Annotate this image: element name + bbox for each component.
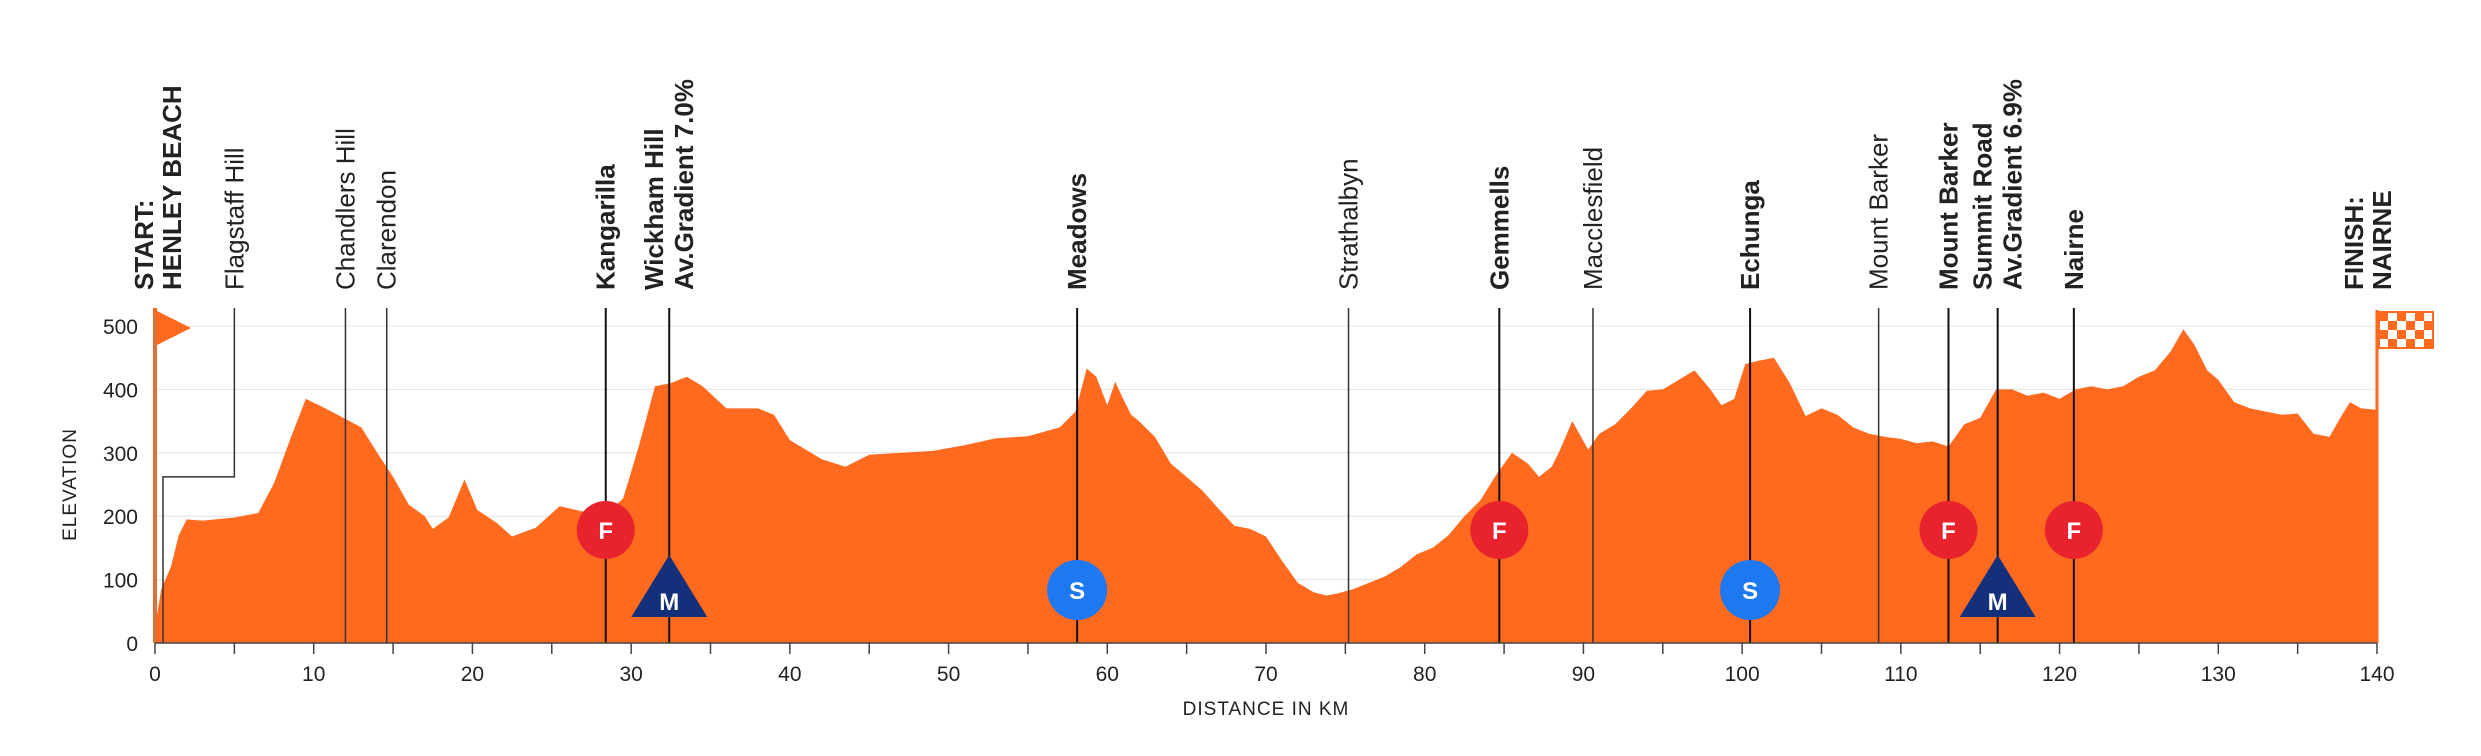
race-markers: F M S F S F M F (576, 501, 2103, 620)
sprint-letter-4: S (1742, 578, 1758, 605)
y-tick-label-0: 0 (126, 633, 138, 656)
elevation-profile-area (155, 329, 2377, 643)
x-tick-label-90: 90 (1572, 663, 1595, 686)
location-label-14-0: Nairne (2059, 209, 2089, 290)
start-flag (155, 310, 191, 346)
finish-flag-square (2415, 330, 2424, 339)
location-label-13-0: Summit Road (1968, 122, 1998, 290)
x-tick-label-100: 100 (1725, 663, 1760, 686)
sprint-marker-2 (1047, 560, 1108, 620)
x-tick-label-80: 80 (1413, 663, 1436, 686)
x-tick-label-120: 120 (2042, 663, 2077, 686)
location-label-5-0: Wickham Hill (639, 128, 669, 290)
x-tick-labels: 0 10 20 30 40 50 60 70 80 90 100 110 120 130 140 (149, 643, 2395, 686)
x-tick-label-30: 30 (619, 663, 642, 686)
location-labels: START:HENLEY BEACH Flagstaff Hill Chandler… (129, 79, 2397, 290)
y-axis-title: ELEVATION (60, 428, 81, 541)
sprint-marker-4 (1720, 560, 1781, 620)
finish-flag-square (2379, 330, 2388, 339)
location-label-0-0: START: (129, 199, 159, 290)
finish-flag-square (2379, 312, 2388, 321)
y-tick-label-200: 200 (103, 506, 138, 529)
kom-letter-1: M (659, 589, 679, 616)
finish-flag-square (2424, 339, 2433, 348)
kom-marker-6 (1959, 555, 2036, 617)
feed-zone-marker-0 (576, 501, 635, 559)
feed-zone-letter-3: F (1492, 518, 1507, 545)
y-tick-label-500: 500 (103, 316, 138, 339)
location-label-5-1: Av.Gradient 7.0% (669, 79, 699, 290)
location-label-8-0: Gemmells (1484, 166, 1514, 290)
feed-zone-letter-5: F (1941, 518, 1956, 545)
y-tick-label-100: 100 (103, 570, 138, 593)
feed-zone-letter-0: F (598, 518, 613, 545)
x-tick-label-110: 110 (1884, 663, 1917, 686)
finish-flag-square (2388, 339, 2397, 348)
location-label-13-1: Av.Gradient 6.9% (1998, 79, 2028, 290)
finish-flag-square (2397, 330, 2406, 339)
feed-zone-letter-7: F (2067, 518, 2082, 545)
finish-flag-square (2415, 312, 2424, 321)
y-tick-label-300: 300 (103, 443, 138, 466)
location-label-10-0: Echunga (1735, 180, 1765, 290)
x-tick-label-130: 130 (2201, 663, 2236, 686)
location-label-1-0: Flagstaff Hill (219, 147, 249, 290)
x-tick-label-60: 60 (1096, 663, 1119, 686)
location-label-15-0: FINISH: (2339, 196, 2369, 290)
finish-flag-square (2424, 321, 2433, 330)
x-tick-label-40: 40 (778, 663, 801, 686)
feed-zone-marker-7 (2044, 501, 2103, 559)
location-label-11-0: Mount Barker (1864, 134, 1894, 290)
location-label-4-0: Kangarilla (591, 164, 621, 290)
x-tick-label-50: 50 (937, 663, 960, 686)
location-label-0-1: HENLEY BEACH (157, 85, 187, 290)
guide-line-1 (162, 308, 236, 643)
feed-zone-marker-5 (1919, 501, 1978, 559)
finish-flag-square (2406, 321, 2415, 330)
location-label-6-0: Meadows (1062, 173, 1092, 290)
sprint-letter-2: S (1069, 578, 1085, 605)
finish-flag-square (2388, 321, 2397, 330)
location-label-7-0: Strathalbyn (1334, 158, 1364, 290)
y-tick-label-400: 400 (103, 379, 138, 402)
y-tick-labels: 0 100 200 300 400 500 (103, 316, 138, 656)
x-axis-title: DISTANCE IN KM (1183, 699, 1350, 720)
location-label-2-0: Chandlers Hill (330, 128, 360, 290)
finish-flag-square (2397, 312, 2406, 321)
x-tick-label-70: 70 (1254, 663, 1277, 686)
x-tick-label-10: 10 (302, 663, 325, 686)
x-tick-label-0: 0 (149, 663, 161, 686)
location-label-12-0: Mount Barker (1933, 122, 1963, 290)
feed-zone-marker-3 (1470, 501, 1529, 559)
kom-marker-1 (631, 555, 708, 617)
kom-letter-6: M (1988, 589, 2008, 616)
x-tick-label-20: 20 (461, 663, 484, 686)
finish-flag-square (2406, 339, 2415, 348)
location-label-9-0: Macclesfield (1578, 147, 1608, 290)
location-label-15-1: NAIRNE (2367, 190, 2397, 290)
x-tick-label-140: 140 (2359, 663, 2394, 686)
location-label-3-0: Clarendon (372, 170, 402, 290)
